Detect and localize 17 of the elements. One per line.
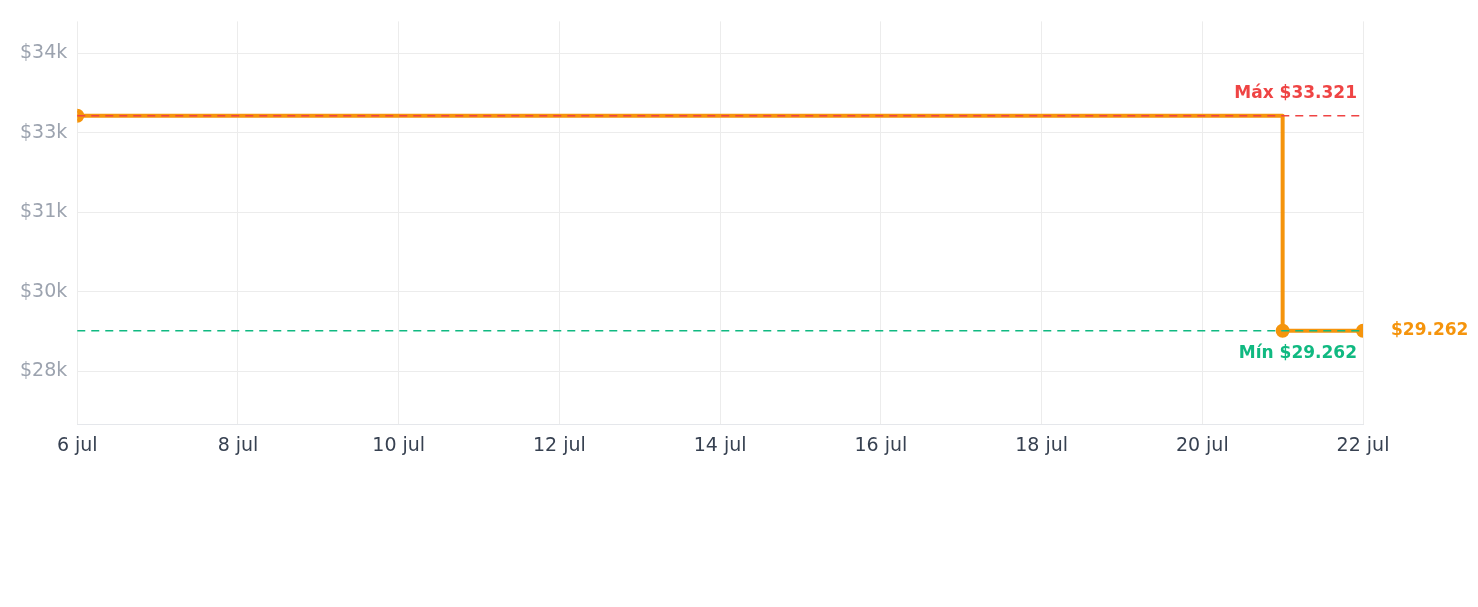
y-tick-label: $33k	[19, 119, 68, 142]
x-tick-label: 12 jul	[533, 432, 586, 455]
y-tick-label: $31k	[19, 199, 68, 222]
x-tick-label: 18 jul	[1015, 432, 1068, 455]
y-tick-label: $34k	[19, 40, 68, 63]
x-tick-label: 14 jul	[693, 432, 747, 455]
y-tick-label: $30k	[19, 278, 68, 301]
x-tick-label: 22 jul	[1336, 432, 1390, 455]
x-tick-label: 20 jul	[1175, 432, 1229, 455]
x-tick-label: 8 jul	[217, 432, 259, 455]
x-tick-label: 10 jul	[372, 432, 426, 455]
annotation: $29.262	[1391, 319, 1469, 340]
ref-line-label: Máx $33.321	[1234, 81, 1357, 102]
y-tick-label: $28k	[19, 358, 68, 381]
x-tick-label: 6 jul	[56, 432, 98, 455]
ref-line-label: Mín $29.262	[1238, 341, 1357, 362]
x-tick-label: 16 jul	[854, 432, 908, 455]
